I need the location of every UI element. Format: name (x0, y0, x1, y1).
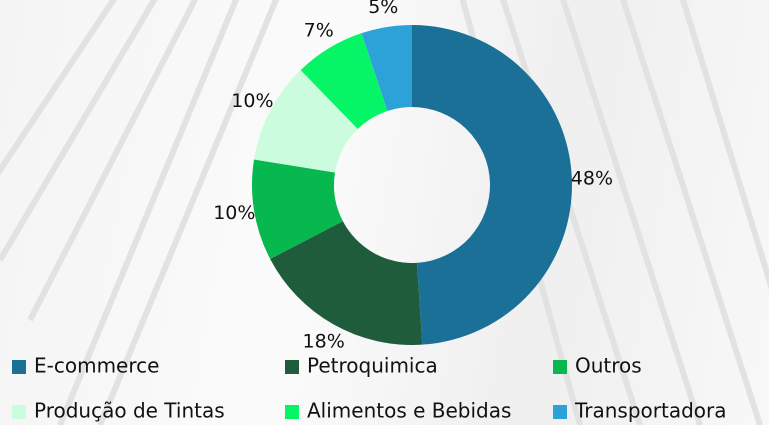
slice (412, 25, 573, 345)
legend-label: Petroquimica (307, 354, 438, 378)
data-label: 10% (213, 202, 255, 224)
data-label: 7% (304, 20, 334, 42)
slice (252, 159, 343, 260)
data-label: 5% (368, 0, 398, 18)
legend-label: Transportadora (574, 399, 727, 423)
data-label: 18% (303, 330, 345, 352)
legend-label: E-commerce (34, 354, 159, 378)
slice (300, 33, 388, 129)
legend-label: Alimentos e Bebidas (307, 399, 511, 423)
slice (270, 221, 423, 346)
legend-swatch (12, 360, 26, 374)
legend-swatch (285, 360, 299, 374)
legend-label: Outros (575, 354, 642, 378)
legend-swatch (285, 405, 299, 419)
data-label: 48% (571, 168, 613, 190)
slice (254, 70, 358, 173)
slice (361, 25, 412, 111)
data-label: 10% (231, 90, 273, 112)
legend-swatch (12, 405, 26, 419)
legend-swatch (553, 405, 567, 419)
legend-swatch (553, 360, 567, 374)
legend-label: Produção de Tintas (34, 399, 225, 423)
